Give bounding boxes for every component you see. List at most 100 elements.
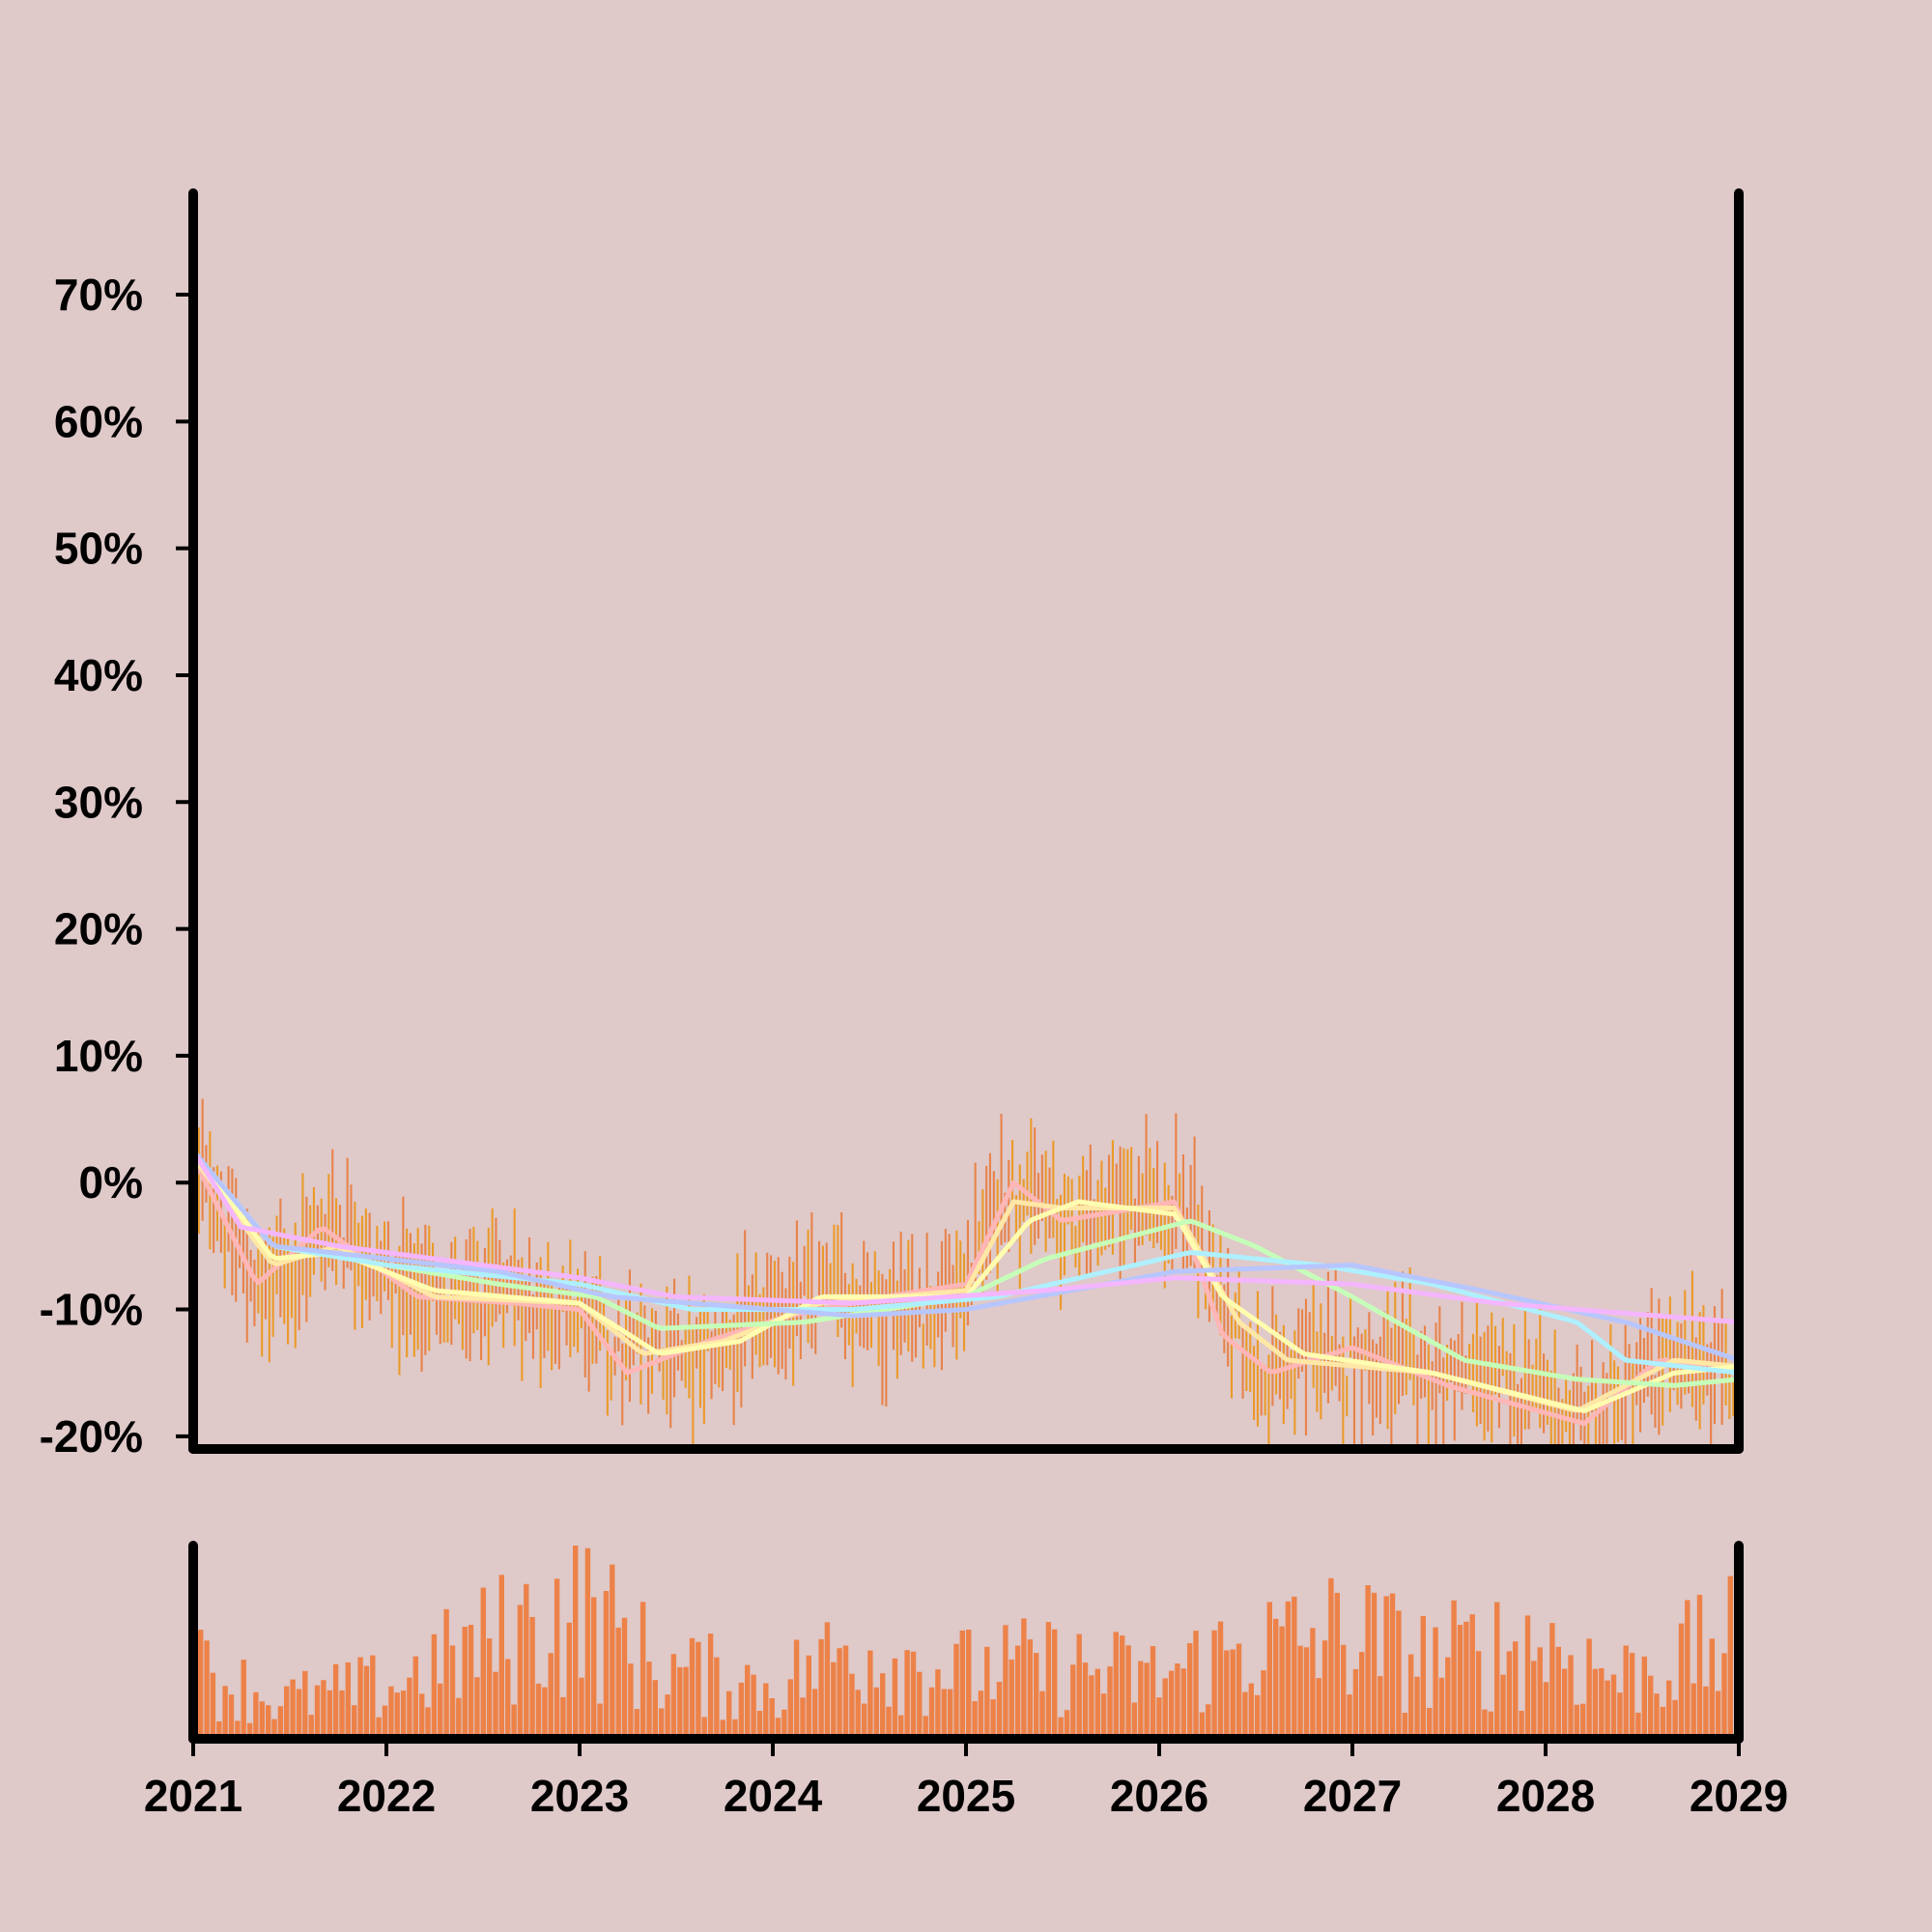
volume-bar xyxy=(259,1701,265,1739)
price-bar xyxy=(1241,1327,1244,1399)
price-bar xyxy=(1156,1141,1159,1243)
volume-bar xyxy=(1107,1666,1113,1739)
price-bar xyxy=(1018,1164,1021,1293)
price-bar xyxy=(988,1152,991,1273)
volume-bar xyxy=(1180,1668,1186,1739)
volume-bar xyxy=(1696,1594,1703,1739)
volume-bar xyxy=(812,1689,818,1739)
volume-bar xyxy=(524,1583,529,1739)
price-bar xyxy=(1334,1269,1337,1386)
price-bar xyxy=(1078,1176,1081,1278)
price-bar xyxy=(885,1279,888,1407)
moving-average-line-6 xyxy=(190,1148,1742,1363)
price-bar xyxy=(1527,1339,1530,1430)
volume-bar xyxy=(1709,1638,1715,1739)
volume-bar xyxy=(793,1639,800,1739)
price-bar xyxy=(1491,1312,1493,1443)
volume-bar xyxy=(1654,1693,1660,1739)
price-bar xyxy=(1464,1355,1467,1394)
volume-bar xyxy=(928,1687,935,1739)
price-bar xyxy=(840,1212,843,1328)
volume-bar xyxy=(290,1679,296,1739)
volume-bar xyxy=(412,1656,418,1739)
volume-bar xyxy=(1543,1682,1549,1739)
volume-bar xyxy=(1052,1629,1058,1739)
volume-bar xyxy=(1224,1650,1230,1739)
x-tick-label: 2023 xyxy=(530,1771,629,1821)
price-bar xyxy=(360,1215,363,1328)
volume-bar xyxy=(1297,1645,1303,1739)
price-bar xyxy=(1290,1350,1293,1400)
volume-bar xyxy=(1727,1576,1733,1739)
volume-bar xyxy=(1070,1664,1076,1739)
volume-bar xyxy=(216,1721,222,1739)
price-bar xyxy=(992,1171,995,1238)
price-bar xyxy=(795,1220,798,1337)
price-bar xyxy=(636,1312,639,1354)
volume-bar xyxy=(1125,1645,1131,1739)
price-bar xyxy=(1014,1195,1017,1241)
price-bar xyxy=(948,1234,951,1313)
price-bar xyxy=(1245,1329,1248,1391)
volume-bar xyxy=(296,1689,302,1739)
volume-bar xyxy=(1660,1706,1666,1739)
price-bar xyxy=(1398,1321,1401,1405)
price-bar xyxy=(294,1222,297,1349)
price-bar xyxy=(944,1229,947,1332)
price-bar xyxy=(1211,1224,1214,1310)
volume-bar xyxy=(443,1608,449,1739)
volume-bar xyxy=(1617,1692,1623,1739)
volume-bar xyxy=(849,1673,855,1739)
price-bar xyxy=(1646,1311,1649,1397)
y-tick-label: -10% xyxy=(40,1285,143,1335)
price-bar xyxy=(1278,1331,1281,1400)
price-bar xyxy=(1662,1317,1664,1426)
price-bar xyxy=(1108,1154,1111,1247)
volume-bar xyxy=(714,1657,720,1739)
price-bar xyxy=(922,1323,924,1369)
volume-bar xyxy=(842,1645,849,1739)
price-bar xyxy=(587,1298,590,1392)
price-bar xyxy=(1598,1405,1601,1449)
price-bar xyxy=(591,1276,594,1364)
volume-bar xyxy=(1648,1675,1654,1739)
price-bar xyxy=(915,1307,918,1358)
price-bar xyxy=(1227,1248,1230,1367)
price-bar xyxy=(1048,1167,1051,1238)
x-tick-label: 2025 xyxy=(917,1771,1015,1821)
volume-bar xyxy=(1199,1712,1206,1739)
volume-bar xyxy=(456,1697,462,1739)
volume-bar xyxy=(1469,1614,1475,1739)
volume-bar xyxy=(357,1657,363,1739)
volume-bar xyxy=(1635,1713,1641,1739)
price-bar xyxy=(1316,1331,1319,1412)
price-bar xyxy=(1378,1336,1381,1424)
volume-bar xyxy=(584,1548,591,1739)
volume-bar xyxy=(1568,1655,1574,1739)
volume-bar xyxy=(1261,1670,1266,1739)
price-bar xyxy=(1326,1271,1329,1404)
price-bar xyxy=(1438,1306,1441,1394)
volume-bar xyxy=(941,1689,947,1739)
price-bar xyxy=(327,1174,330,1267)
price-bar xyxy=(1074,1225,1077,1268)
volume-bar xyxy=(308,1715,314,1739)
volume-bar xyxy=(1506,1651,1513,1739)
price-bar xyxy=(718,1326,721,1388)
volume-bar xyxy=(670,1654,677,1739)
volume-bar xyxy=(1009,1659,1014,1739)
price-bar xyxy=(331,1149,334,1271)
volume-bar xyxy=(400,1690,407,1739)
volume-bar xyxy=(314,1685,321,1739)
price-bar xyxy=(1613,1360,1616,1449)
price-bar xyxy=(1457,1334,1460,1392)
price-bar xyxy=(1382,1311,1385,1364)
volume-bar xyxy=(683,1666,689,1739)
price-bar xyxy=(525,1276,527,1342)
volume-bar xyxy=(1316,1678,1321,1739)
volume-bar xyxy=(1168,1670,1175,1739)
price-bar xyxy=(1690,1270,1693,1407)
volume-bar xyxy=(886,1706,892,1739)
volume-bar xyxy=(861,1703,867,1739)
price-bar xyxy=(732,1314,735,1426)
